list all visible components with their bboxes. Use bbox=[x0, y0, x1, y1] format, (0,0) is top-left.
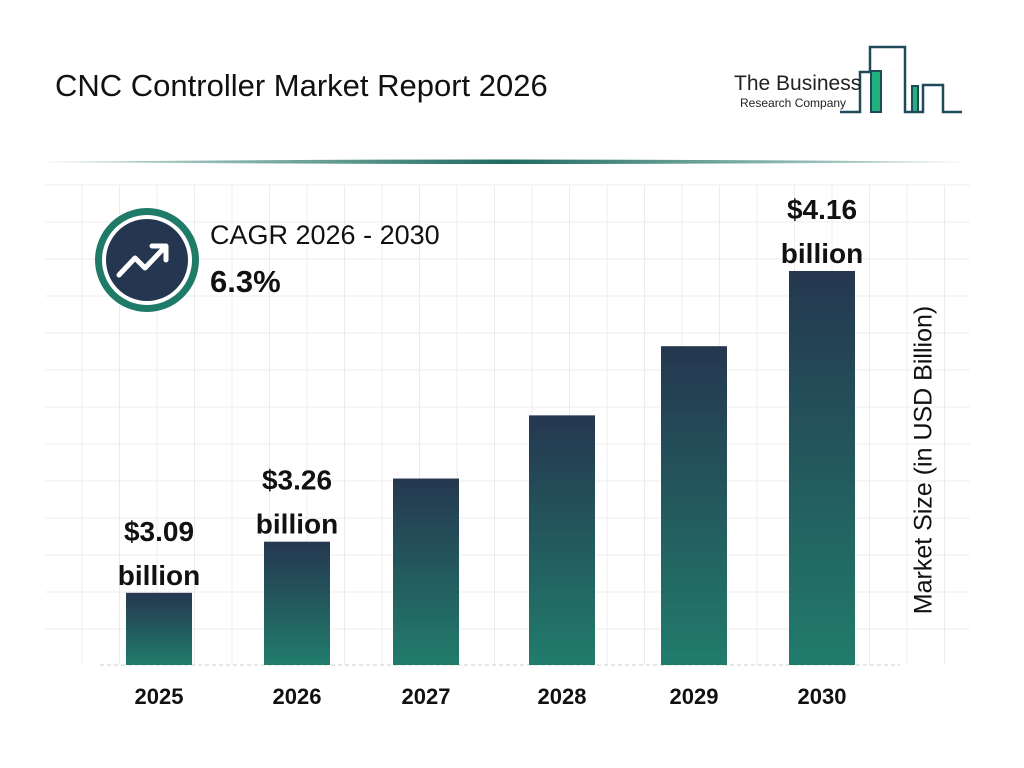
data-label: billion bbox=[118, 560, 200, 591]
data-label: $3.09 bbox=[124, 516, 194, 547]
data-label: $4.16 bbox=[787, 194, 857, 225]
company-logo: The Business Research Company bbox=[730, 42, 965, 117]
x-tick-label: 2030 bbox=[798, 684, 847, 709]
x-tick-label: 2029 bbox=[670, 684, 719, 709]
data-label: billion bbox=[256, 509, 338, 540]
data-label: billion bbox=[781, 238, 863, 269]
bar-2029 bbox=[661, 346, 727, 665]
cagr-value: 6.3% bbox=[210, 264, 281, 299]
logo-text-line1: The Business bbox=[734, 72, 862, 95]
x-tick-label: 2025 bbox=[135, 684, 184, 709]
cagr-label: CAGR 2026 - 2030 bbox=[210, 220, 440, 250]
cagr-badge bbox=[95, 208, 199, 312]
page-title: CNC Controller Market Report 2026 bbox=[55, 68, 548, 103]
bar-2025 bbox=[126, 592, 192, 665]
bar-2026 bbox=[264, 541, 330, 665]
header-divider bbox=[40, 159, 970, 164]
bar-2027 bbox=[393, 478, 459, 665]
x-tick-label: 2027 bbox=[402, 684, 451, 709]
trending-up-icon bbox=[116, 243, 169, 278]
bar-2030 bbox=[789, 271, 855, 665]
grid-lines bbox=[45, 184, 970, 665]
x-tick-label: 2026 bbox=[273, 684, 322, 709]
x-tick-label: 2028 bbox=[538, 684, 587, 709]
data-label: $3.26 bbox=[262, 465, 332, 496]
bar-2028 bbox=[529, 415, 595, 665]
y-axis-label: Market Size (in USD Billion) bbox=[909, 305, 938, 615]
logo-text-line2: Research Company bbox=[740, 96, 847, 110]
logo-buildings-icon bbox=[840, 45, 962, 114]
